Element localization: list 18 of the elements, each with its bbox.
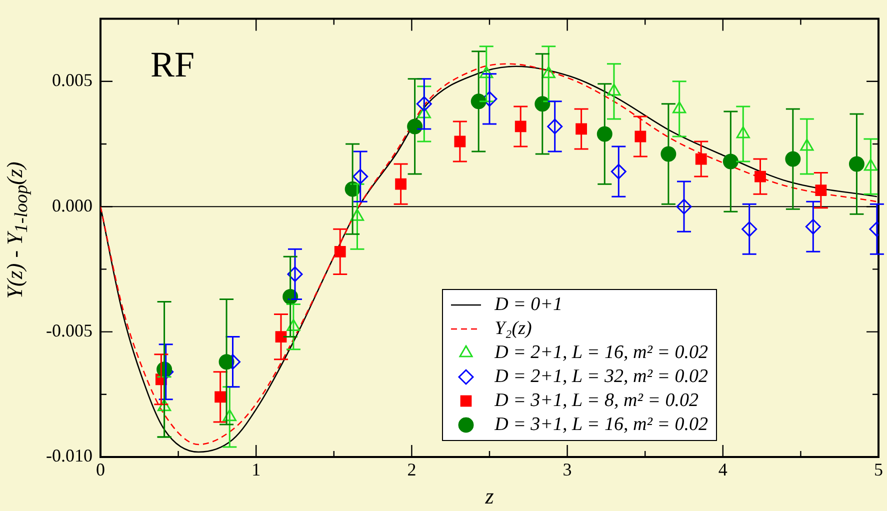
x-tick-label: 4 (718, 460, 728, 480)
x-tick-label: 2 (407, 460, 416, 480)
text: RF (150, 44, 195, 84)
y-tick-label: 0.005 (52, 70, 92, 90)
x-tick-label: 0 (96, 460, 105, 480)
y-tick-label: 0.000 (52, 195, 92, 216)
x-tick-label: 1 (252, 460, 261, 480)
legend-label: D = 2+1, L = 32, m² = 0.02 (494, 366, 708, 388)
legend-label: D = 2+1, L = 16, m² = 0.02 (494, 342, 708, 364)
x-tick-label: 5 (874, 460, 883, 480)
y-tick-label: -0.005 (46, 320, 92, 341)
x-tick-label: 3 (562, 460, 572, 480)
legend-label: D = 3+1, L = 8, m² = 0.02 (494, 390, 698, 412)
y-tick-label: -0.010 (46, 446, 92, 466)
x-axis-title: z (484, 484, 494, 509)
legend-label: D = 3+1, L = 16, m² = 0.02 (494, 414, 708, 436)
legend-label: Y₂(z) (494, 318, 532, 340)
legend-label: D = 0+1 (494, 294, 562, 316)
